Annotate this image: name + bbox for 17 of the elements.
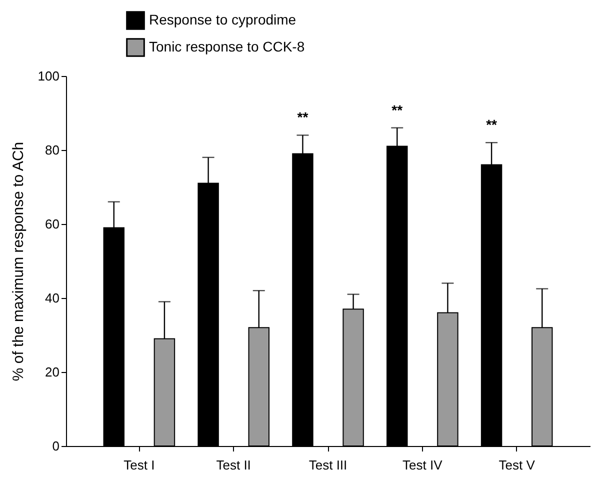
y-tick-label: 40 (45, 290, 60, 306)
y-tick-label: 20 (45, 364, 60, 380)
y-tick-label: 100 (38, 68, 60, 84)
x-tick-label: Test IV (402, 458, 443, 472)
y-tick-label: 80 (45, 142, 60, 158)
annotation: ** (297, 109, 309, 126)
legend-label: Tonic response to CCK-8 (149, 38, 305, 54)
legend-label: Response to cyprodime (149, 12, 296, 28)
annotation: ** (486, 116, 498, 133)
annotation: ** (392, 102, 404, 118)
x-tick-label: Test I (124, 458, 155, 472)
x-tick-label: Test II (216, 458, 251, 472)
y-tick-label: 60 (45, 216, 60, 232)
y-tick-label: 0 (52, 438, 60, 454)
x-tick-label: Test III (308, 458, 348, 472)
x-tick-label: Test V (498, 458, 536, 472)
y-axis-title: % of the maximum response to ACh (10, 142, 27, 382)
